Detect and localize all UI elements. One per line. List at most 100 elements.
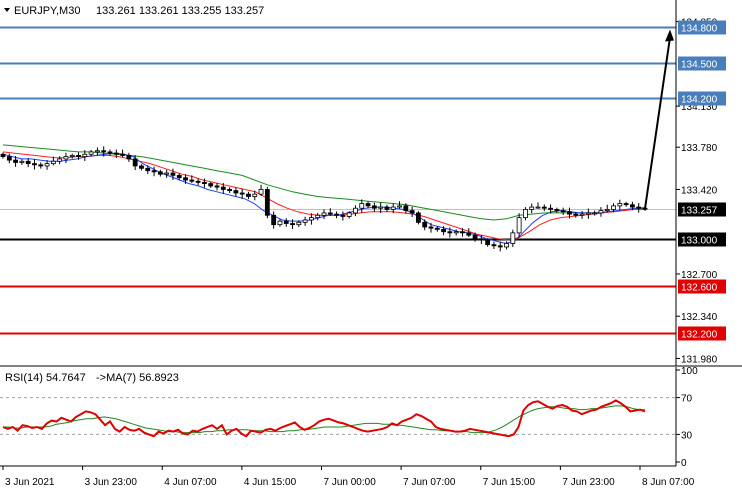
- candle-body: [353, 207, 358, 214]
- candle-body: [554, 209, 560, 211]
- time-tick-label: 3 Jun 2021: [5, 477, 55, 488]
- rsi-levels: [0, 397, 676, 435]
- candle-body: [504, 243, 509, 248]
- candle-body: [510, 232, 516, 244]
- rsi-lines: [2, 399, 646, 438]
- rsi-ma-line: [3, 405, 645, 434]
- time-tick-label: 8 Jun 07:00: [642, 477, 695, 488]
- candle-body: [453, 231, 459, 234]
- candle-body: [334, 213, 339, 216]
- ohlc-values: 133.261 133.261 133.255 133.257: [96, 5, 264, 17]
- target-2-tag: [678, 56, 726, 71]
- time-tick-label: 3 Jun 23:00: [85, 477, 138, 488]
- candle-body: [579, 213, 585, 216]
- candle-body: [585, 212, 591, 215]
- candle-body: [132, 158, 138, 167]
- current-price-tag: [678, 202, 726, 217]
- candle-body: [157, 171, 163, 175]
- candle-body: [460, 231, 465, 234]
- price-tags: 134.800 134.500 134.200 133.257 133.000 132.6…: [678, 20, 726, 341]
- candle-body: [44, 163, 50, 167]
- candle-body: [113, 152, 119, 155]
- candle-body: [302, 219, 308, 223]
- candle-body: [611, 205, 616, 210]
- candle-body: [403, 205, 409, 211]
- candle-body: [88, 151, 94, 155]
- time-tick-label: 4 Jun 15:00: [244, 477, 297, 488]
- target-3-tag-label: 134.800: [681, 24, 718, 35]
- candle-body: [277, 220, 283, 226]
- candle-body: [145, 167, 151, 172]
- candle-body: [390, 206, 396, 210]
- triangle-down-icon[interactable]: [4, 8, 10, 12]
- candles: [0, 146, 648, 252]
- candle-body: [541, 206, 547, 209]
- price-tick-label: 132.700: [681, 270, 718, 281]
- candle-body: [271, 214, 277, 226]
- projection-arrow-line: [644, 37, 671, 209]
- candle-body: [447, 231, 453, 234]
- candle-body: [535, 206, 541, 209]
- candle-body: [346, 212, 352, 217]
- candle-body: [309, 217, 314, 221]
- price-levels: [0, 26, 676, 335]
- rsi-ma-label: ->MA(7) 56.8923: [96, 372, 179, 384]
- candle-body: [340, 214, 346, 217]
- time-tick-label: 7 Jun 07:00: [403, 477, 456, 488]
- candle-body: [497, 245, 503, 248]
- rsi-tick-label: 30: [681, 430, 693, 441]
- candle-body: [617, 203, 623, 207]
- candle-body: [416, 212, 421, 223]
- time-tick-label: 7 Jun 23:00: [562, 477, 615, 488]
- chart-header: EURJPY,M30 133.261 133.261 133.255 133.2…: [4, 5, 264, 17]
- candle-body: [25, 160, 31, 165]
- candle-body: [13, 159, 18, 163]
- candle-body: [246, 193, 251, 197]
- candle-body: [371, 205, 377, 209]
- candle-body: [604, 209, 610, 211]
- candle-body: [239, 192, 245, 195]
- candle-body: [283, 220, 289, 224]
- candle-body: [139, 165, 144, 169]
- price-pane: [0, 0, 676, 365]
- candle-body: [120, 153, 125, 156]
- candle-body: [220, 186, 226, 190]
- candle-body: [63, 156, 69, 160]
- rsi-pane: RSI(14) 54.7647 ->MA(7) 56.8923 100 70 30 0: [0, 366, 698, 469]
- candle-body: [548, 207, 553, 210]
- price-pane-area[interactable]: [0, 0, 676, 365]
- candle-body: [233, 190, 239, 194]
- candle-body: [441, 228, 446, 233]
- candle-body: [529, 206, 535, 210]
- level-2-tag: [678, 279, 726, 294]
- candle-body: [384, 206, 390, 210]
- time-tick-label: 4 Jun 07:00: [164, 477, 217, 488]
- rsi-line: [2, 399, 646, 438]
- candle-body: [592, 212, 598, 215]
- time-axis: 3 Jun 2021 3 Jun 23:00 4 Jun 07:00 4 Jun 15…: [2, 466, 695, 488]
- rsi-pane-area[interactable]: [0, 367, 676, 466]
- projection-arrow: [644, 29, 674, 209]
- candle-body: [57, 158, 63, 162]
- candle-body: [258, 189, 264, 195]
- candle-body: [560, 210, 566, 213]
- price-tick-label: 131.980: [681, 354, 718, 365]
- candle-body: [6, 156, 12, 161]
- symbol-label: EURJPY,M30: [14, 5, 80, 17]
- candle-body: [189, 179, 195, 182]
- level-2-tag-label: 132.600: [681, 283, 718, 294]
- candle-body: [82, 153, 88, 157]
- candle-body: [397, 205, 402, 208]
- candle-body: [95, 150, 100, 153]
- candle-body: [151, 170, 157, 173]
- candle-body: [516, 217, 522, 234]
- candle-body: [19, 160, 25, 163]
- candle-body: [478, 238, 484, 241]
- target-2-tag-label: 134.500: [681, 60, 718, 71]
- candle-body: [296, 221, 302, 226]
- candle-body: [0, 153, 6, 157]
- rsi-axis: 100 70 30 0: [676, 366, 698, 469]
- candle-body: [466, 232, 472, 236]
- candle-body: [164, 172, 170, 175]
